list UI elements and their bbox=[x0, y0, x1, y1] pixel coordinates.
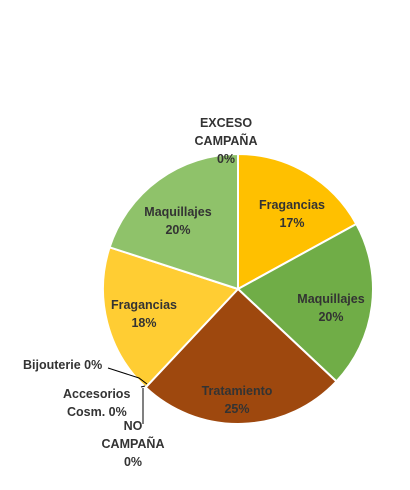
label-exceso-campana-pct: 0% bbox=[217, 152, 235, 166]
label-exceso-campana-line2: CAMPAÑA bbox=[195, 133, 258, 148]
label-no-campana-line2: CAMPAÑA bbox=[102, 436, 165, 451]
label-exceso-campana-line1: EXCESO bbox=[200, 116, 252, 130]
label-maquillajes-20-left-pct: 20% bbox=[165, 223, 190, 237]
label-fragancias-18-name: Fragancias bbox=[111, 298, 177, 312]
label-accesorios-line2: Cosm. 0% bbox=[67, 405, 127, 419]
label-tratamiento-name: Tratamiento bbox=[202, 384, 273, 398]
label-maquillajes-20-left-name: Maquillajes bbox=[144, 205, 211, 219]
label-fragancias-18-pct: 18% bbox=[131, 316, 156, 330]
label-maquillajes-20-right-name: Maquillajes bbox=[297, 292, 364, 306]
label-maquillajes-20-right-pct: 20% bbox=[318, 310, 343, 324]
label-tratamiento-pct: 25% bbox=[224, 402, 249, 416]
label-no-campana-pct: 0% bbox=[124, 455, 142, 469]
label-bijouterie: Bijouterie 0% bbox=[23, 358, 102, 372]
label-no-campana-line1: NO bbox=[124, 419, 143, 433]
label-accesorios-line1: Accesorios bbox=[63, 387, 130, 401]
label-fragancias-17-pct: 17% bbox=[279, 216, 304, 230]
label-fragancias-17-name: Fragancias bbox=[259, 198, 325, 212]
